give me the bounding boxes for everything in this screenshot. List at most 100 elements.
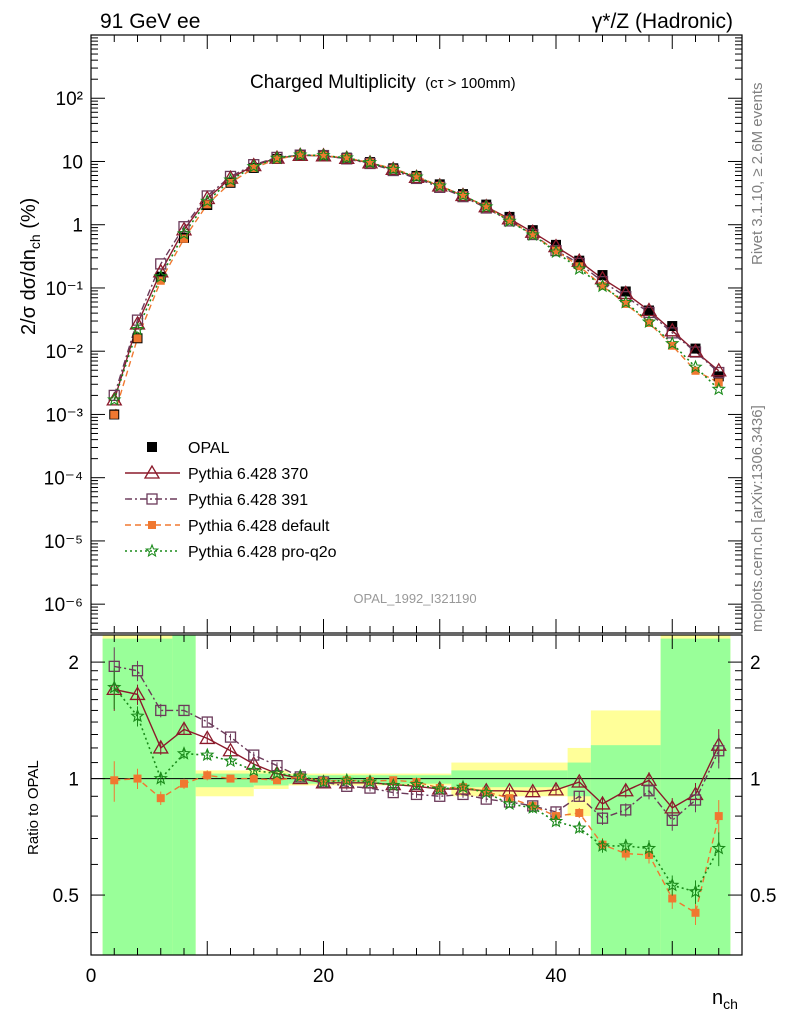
main-point-pq2o-10 xyxy=(339,150,354,164)
main-ytick-label-4: 10⁻² xyxy=(46,342,84,363)
main-point-p370-1 xyxy=(129,315,146,330)
main-point-pq2o-14 xyxy=(432,178,447,193)
ratio-point-pdef-2 xyxy=(156,794,165,803)
ratio-point-pq2o-16 xyxy=(479,785,494,799)
main-ytick-label-5: 10⁻¹ xyxy=(46,279,84,300)
main-point-p370-26 xyxy=(710,362,727,377)
ratio-point-p370-19 xyxy=(547,781,565,796)
main-point-p391-2 xyxy=(155,258,167,270)
main-line-p370 xyxy=(113,154,720,401)
ratio-point-p391-5 xyxy=(224,731,237,743)
ratio-point-p370-18 xyxy=(524,783,541,798)
ratio-point-pq2o-1 xyxy=(130,708,145,723)
ratio-point-p370-2 xyxy=(152,739,169,754)
main-point-opal-23 xyxy=(644,305,654,316)
ratio-point-p391-2 xyxy=(155,704,167,717)
ratio-point-pq2o-3 xyxy=(176,746,192,760)
main-series xyxy=(106,147,727,420)
main-point-p370-0 xyxy=(106,391,123,406)
ratio-ytick-label-right-0: 0.5 xyxy=(750,886,776,907)
ratio-point-pq2o-26 xyxy=(711,840,726,855)
ratio-point-pq2o-15 xyxy=(455,779,471,794)
main-point-pq2o-3 xyxy=(176,226,192,240)
ratio-point-p370-1 xyxy=(129,686,146,701)
ratio-point-pq2o-13 xyxy=(409,777,424,791)
main-point-pdef-17 xyxy=(505,216,514,225)
main-point-pdef-0 xyxy=(110,410,119,419)
main-point-pq2o-4 xyxy=(200,193,215,208)
main-point-pq2o-18 xyxy=(525,227,540,242)
main-point-pdef-22 xyxy=(621,299,630,308)
main-point-p370-25 xyxy=(687,343,704,358)
ratio-ytick-label-right-1: 1 xyxy=(750,770,761,791)
ratio-point-pdef-22 xyxy=(621,849,630,858)
ratio-point-pq2o-25 xyxy=(688,884,703,898)
ratio-point-pq2o-5 xyxy=(223,753,238,768)
ratio-point-pdef-26 xyxy=(714,812,723,821)
main-point-pq2o-20 xyxy=(572,261,587,276)
main-point-pdef-6 xyxy=(249,163,258,172)
x-tick-label-2: 40 xyxy=(545,966,566,987)
ratio-point-pq2o-19 xyxy=(548,813,564,828)
main-point-pq2o-15 xyxy=(455,187,471,202)
ratio-ytick-label-right-2: 2 xyxy=(750,653,761,674)
main-point-pdef-11 xyxy=(366,158,374,167)
ratio-point-pq2o-20 xyxy=(572,820,587,835)
ratio-point-p391-26 xyxy=(713,745,725,757)
main-point-opal-20 xyxy=(574,255,585,266)
main-point-pq2o-1 xyxy=(130,321,145,336)
legend-marker-opal xyxy=(147,442,157,452)
main-point-pdef-23 xyxy=(645,318,653,327)
main-point-pdef-14 xyxy=(435,181,444,190)
legend-marker-pdef xyxy=(148,521,156,529)
ratio-point-pdef-7 xyxy=(273,776,281,785)
ratio-point-pq2o-22 xyxy=(618,838,633,852)
main-point-pq2o-11 xyxy=(362,155,378,169)
ratio-point-pq2o-12 xyxy=(386,777,401,792)
ratio-point-pq2o-6 xyxy=(246,762,261,777)
main-point-pq2o-22 xyxy=(618,295,633,309)
main-point-pdef-2 xyxy=(156,276,165,285)
ratio-point-pq2o-9 xyxy=(316,774,331,788)
main-point-pq2o-12 xyxy=(386,161,401,176)
main-point-pq2o-5 xyxy=(223,172,238,186)
ratio-point-pq2o-14 xyxy=(432,781,447,796)
ratio-ytick-label-2: 2 xyxy=(68,653,79,674)
main-point-pdef-9 xyxy=(319,151,328,160)
legend-label-pdef: Pythia 6.428 default xyxy=(188,518,330,535)
main-point-p370-22 xyxy=(617,285,634,300)
ratio-point-pq2o-21 xyxy=(595,838,610,852)
main-point-pq2o-8 xyxy=(293,147,308,162)
legend-marker-pq2o xyxy=(144,543,160,558)
main-point-pdef-19 xyxy=(552,246,560,255)
main-ytick-label-3: 10⁻³ xyxy=(46,405,84,426)
ratio-line-pdef xyxy=(114,774,720,914)
main-point-p391-0 xyxy=(108,389,120,402)
legend-label-p370: Pythia 6.428 370 xyxy=(188,466,308,483)
ratio-point-pdef-25 xyxy=(691,908,700,917)
main-point-pq2o-21 xyxy=(595,278,610,293)
ratio-point-pdef-5 xyxy=(226,774,235,783)
main-point-pdef-12 xyxy=(389,164,398,173)
main-point-pq2o-2 xyxy=(153,269,168,283)
main-point-pq2o-7 xyxy=(269,150,285,165)
x-axis-label: nch xyxy=(712,987,738,1012)
ratio-point-pq2o-10 xyxy=(339,772,354,787)
ratio-point-pq2o-23 xyxy=(641,840,657,855)
ratio-point-p391-25 xyxy=(689,794,702,806)
main-point-pq2o-19 xyxy=(548,244,564,259)
main-point-p370-24 xyxy=(664,322,681,337)
main-point-opal-21 xyxy=(597,270,608,281)
main-point-pq2o-26 xyxy=(711,381,726,396)
main-point-pdef-3 xyxy=(180,234,188,243)
header-right: γ*/Z (Hadronic) xyxy=(592,10,733,33)
main-ytick-label-6: 1 xyxy=(72,216,83,237)
ratio-point-pdef-6 xyxy=(249,774,258,783)
legend-marker-p370 xyxy=(143,464,161,479)
main-point-pq2o-17 xyxy=(502,213,517,228)
main-point-pq2o-16 xyxy=(479,199,494,213)
y-axis-label-main: 2/σ dσ/dnch (%) xyxy=(18,198,43,335)
ratio-point-pdef-24 xyxy=(668,894,677,903)
main-point-pq2o-13 xyxy=(409,169,424,184)
